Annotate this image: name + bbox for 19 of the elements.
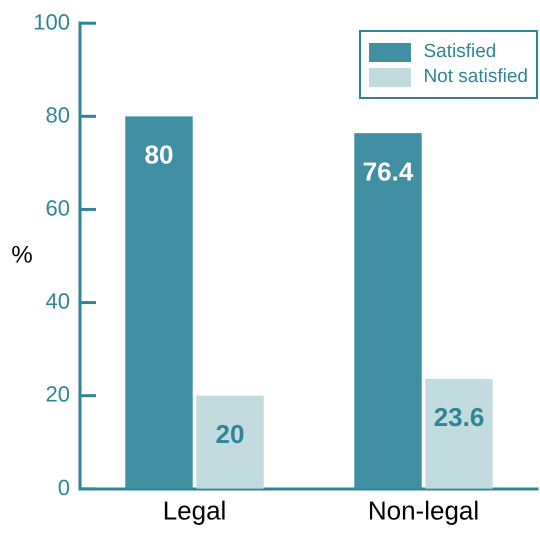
y-tick-label: 80: [46, 102, 70, 128]
data-label: 23.6: [434, 402, 484, 432]
data-label: 80: [144, 139, 174, 170]
bar: [354, 133, 422, 489]
y-tick-label: 40: [46, 288, 70, 314]
y-tick-label: 0: [58, 474, 70, 500]
bar: [125, 116, 193, 489]
y-axis-title: %: [11, 242, 33, 269]
x-tick-label: Non-legal: [368, 496, 480, 526]
x-tick-label: Legal: [162, 496, 226, 526]
y-tick-label: 20: [46, 382, 70, 407]
data-label: 76.4: [362, 156, 414, 186]
legend-label: Not satisfied: [423, 66, 528, 88]
bar: [425, 378, 493, 489]
y-tick-label: 100: [33, 9, 70, 34]
data-label: 20: [216, 418, 244, 449]
legend-label: Satisfied: [423, 41, 496, 63]
bar: [196, 396, 264, 489]
y-tick-label: 60: [46, 196, 70, 221]
